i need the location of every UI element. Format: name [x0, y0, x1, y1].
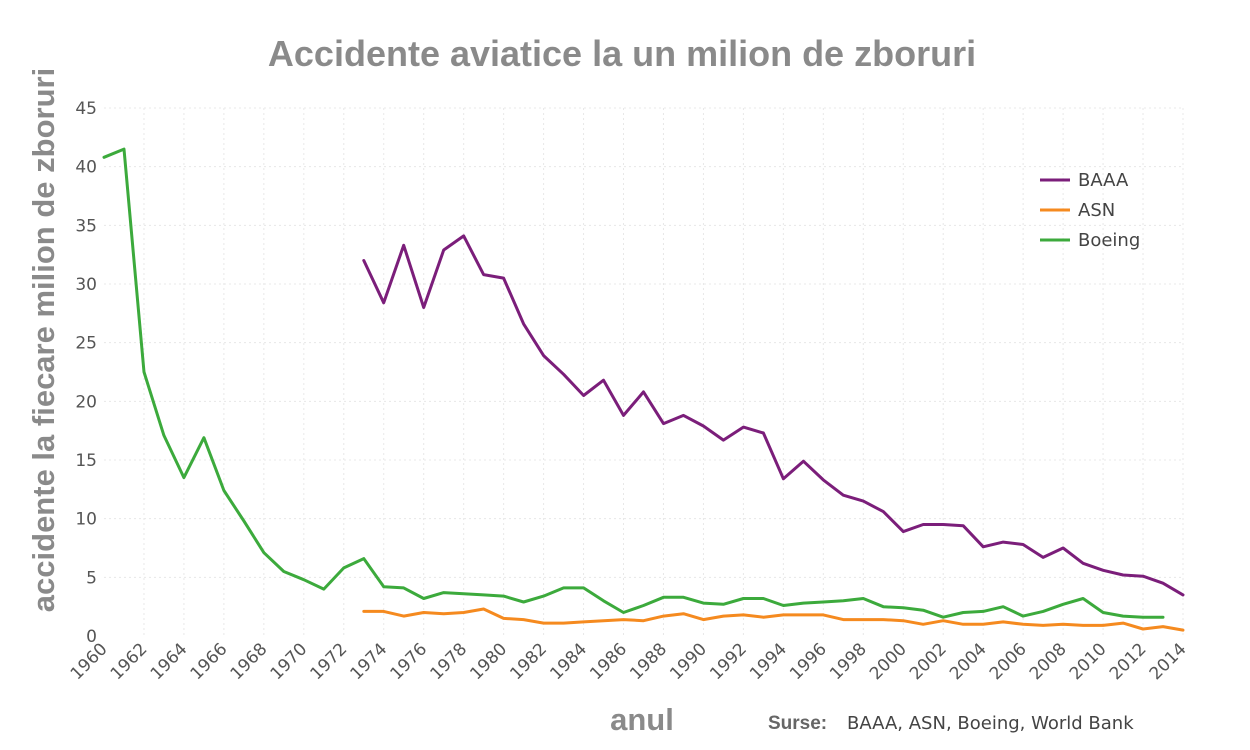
x-tick-label: 2006 — [986, 639, 1031, 684]
x-axis-ticks: 1960196219641966196819701972197419761978… — [67, 639, 1191, 684]
x-tick-label: 1974 — [347, 639, 392, 684]
y-tick-label: 45 — [75, 99, 97, 119]
x-tick-label: 1986 — [586, 639, 631, 684]
chart-title: Accidente aviatice la un milion de zboru… — [268, 33, 976, 74]
y-axis-ticks: 0 5 10 15 20 25 30 35 40 45 — [75, 99, 97, 647]
x-tick-label: 1978 — [426, 639, 471, 684]
legend-label-asn: ASN — [1078, 200, 1115, 221]
x-tick-label: 2004 — [946, 639, 991, 684]
y-tick-label: 35 — [75, 216, 97, 236]
y-tick-label: 0 — [86, 627, 97, 647]
x-axis-title: anul — [610, 702, 674, 737]
y-tick-label: 5 — [86, 568, 97, 588]
x-tick-label: 1976 — [387, 639, 432, 684]
x-tick-label: 1972 — [307, 639, 352, 684]
x-tick-label: 1982 — [506, 639, 551, 684]
x-tick-label: 1966 — [187, 639, 232, 684]
x-tick-label: 1996 — [786, 639, 831, 684]
y-tick-label: 20 — [75, 392, 97, 412]
y-axis-title: accidente la fiecare milion de zboruri — [26, 68, 61, 612]
legend-label-boeing: Boeing — [1078, 230, 1140, 251]
series-lines — [102, 147, 1185, 632]
x-tick-label: 1994 — [746, 639, 791, 684]
x-tick-label: 1992 — [706, 639, 751, 684]
y-tick-label: 40 — [75, 158, 97, 178]
x-tick-label: 1980 — [466, 639, 511, 684]
y-tick-label: 30 — [75, 275, 97, 295]
x-tick-label: 2012 — [1106, 639, 1151, 684]
grid-lines — [104, 107, 1184, 636]
x-tick-label: 1964 — [147, 639, 192, 684]
x-tick-label: 1984 — [546, 639, 591, 684]
series-line-asn — [362, 607, 1185, 632]
series-line-baaa — [362, 234, 1185, 597]
source-label: Surse: — [768, 713, 827, 734]
legend-label-baaa: BAAA — [1078, 170, 1129, 191]
x-tick-label: 1990 — [666, 639, 711, 684]
y-tick-label: 10 — [75, 510, 97, 530]
source-value: BAAA, ASN, Boeing, World Bank — [847, 713, 1134, 734]
x-tick-label: 1988 — [626, 639, 671, 684]
x-tick-label: 1970 — [267, 639, 312, 684]
legend: BAAA ASN Boeing — [1040, 170, 1140, 251]
x-tick-label: 1968 — [227, 639, 272, 684]
y-tick-label: 15 — [75, 451, 97, 471]
x-tick-label: 1962 — [107, 639, 152, 684]
y-tick-label: 25 — [75, 334, 97, 354]
x-tick-label: 2000 — [866, 639, 911, 684]
x-tick-label: 2002 — [906, 639, 951, 684]
x-tick-label: 2008 — [1026, 639, 1071, 684]
x-tick-label: 2014 — [1146, 639, 1191, 684]
series-line-boeing — [102, 147, 1165, 619]
x-tick-label: 1998 — [826, 639, 871, 684]
x-tick-label: 2010 — [1066, 639, 1111, 684]
